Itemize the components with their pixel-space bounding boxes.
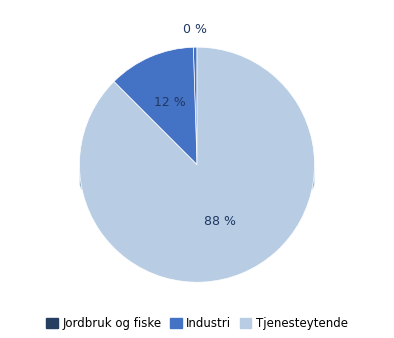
Text: 0 %: 0 %: [183, 23, 207, 37]
Wedge shape: [193, 47, 197, 165]
Text: 12 %: 12 %: [154, 96, 186, 108]
Polygon shape: [80, 165, 314, 216]
Legend: Jordbruk og fiske, Industri, Tjenesteytende: Jordbruk og fiske, Industri, Tjenesteyte…: [41, 312, 353, 335]
Wedge shape: [114, 47, 197, 165]
Text: 88 %: 88 %: [204, 215, 236, 228]
Wedge shape: [80, 47, 314, 282]
